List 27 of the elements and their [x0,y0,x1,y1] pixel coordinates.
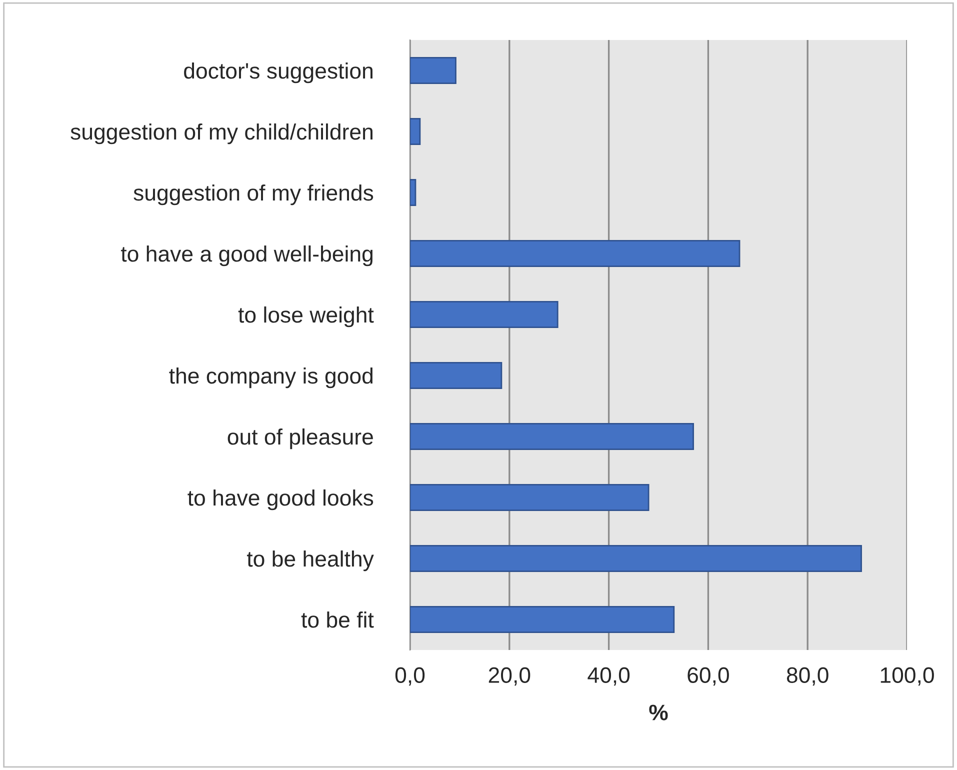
x-tick-label: 20,0 [488,667,530,686]
bar [410,56,456,84]
bar [410,544,862,572]
bar [410,240,740,268]
bar [410,422,694,450]
x-tick-label: 80,0 [786,667,828,686]
bar [410,178,416,206]
x-tick-label: 60,0 [688,667,729,686]
y-tick-label: to have a good well-being [120,245,372,266]
y-tick-label: out of pleasure [228,428,373,450]
bar [410,606,675,634]
x-tick-label: 100,0 [880,667,934,686]
bar [410,300,558,328]
x-tick-label: 0,0 [395,667,425,686]
y-tick-label: to have good looks [188,489,374,510]
y-tick-label: suggestion of my child/children [70,123,372,144]
bar [410,484,650,512]
y-tick-label: the company is good [169,367,372,388]
y-tick-label: to be healthy [246,550,374,572]
y-tick-label: to be fit [301,611,374,628]
x-tick-label: 40,0 [588,667,630,686]
y-tick-label: suggestion of my friends [134,184,374,206]
bar [410,118,421,146]
y-tick-label: doctor's suggestion [184,62,372,84]
bar [410,362,502,390]
x-axis-title: % [649,704,668,720]
y-tick-label: to lose weight [238,306,374,328]
